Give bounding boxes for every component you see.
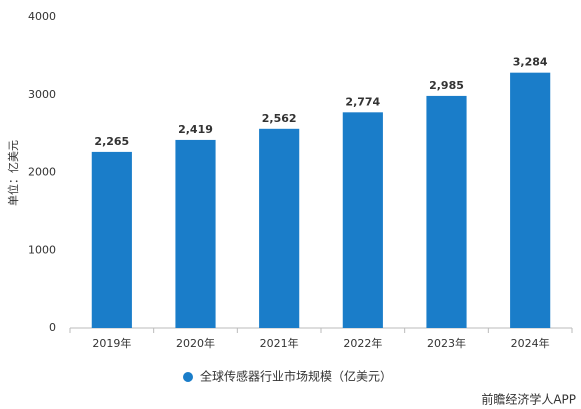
value-label: 2,562 — [262, 112, 297, 125]
y-tick-label: 3000 — [28, 88, 56, 101]
legend-marker — [183, 372, 193, 382]
bar — [426, 95, 467, 328]
x-tick-label: 2021年 — [260, 336, 299, 350]
value-label: 2,985 — [429, 79, 464, 92]
y-axis-label: 单位：亿美元 — [6, 140, 20, 206]
bar — [175, 139, 216, 328]
value-label: 2,419 — [178, 123, 213, 136]
x-tick-label: 2023年 — [427, 336, 466, 350]
source: 前瞻经济学人APP — [481, 392, 576, 407]
bar — [510, 72, 551, 328]
bar — [91, 151, 132, 328]
legend-label: 全球传感器行业市场规模（亿美元） — [200, 369, 392, 384]
bar — [342, 112, 383, 328]
value-label: 2,774 — [345, 95, 380, 108]
bar — [259, 128, 300, 328]
value-label: 2,265 — [94, 135, 129, 148]
x-tick-label: 2020年 — [176, 336, 215, 350]
value-label: 3,284 — [513, 56, 548, 69]
x-tick-label: 2022年 — [343, 336, 382, 350]
y-tick-label: 4000 — [28, 10, 56, 23]
y-tick-label: 1000 — [28, 243, 56, 256]
x-tick-label: 2024年 — [511, 336, 550, 350]
x-tick-label: 2019年 — [92, 336, 131, 350]
y-tick-label: 2000 — [28, 166, 56, 179]
y-tick-label: 0 — [49, 321, 56, 334]
